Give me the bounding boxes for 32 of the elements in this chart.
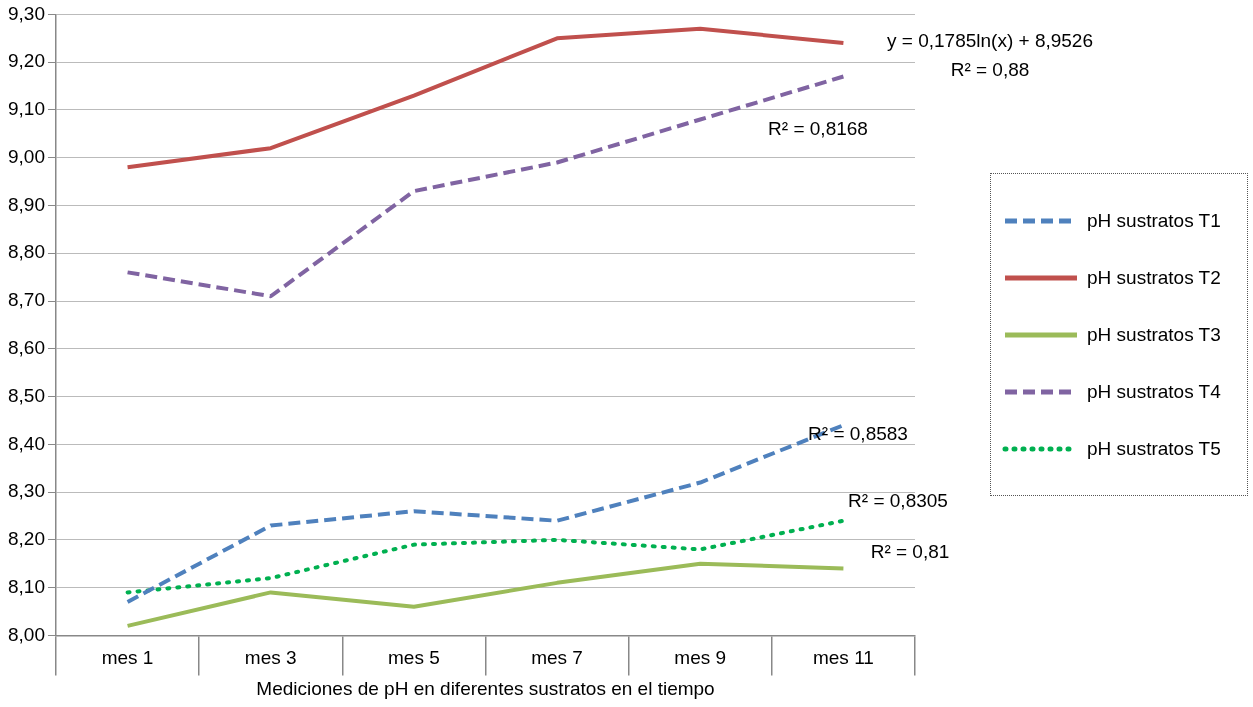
legend-label: pH sustratos T2 [1087, 266, 1221, 289]
y-tick-label: 9,30 [8, 2, 45, 24]
y-tick-label: 9,00 [8, 145, 45, 167]
y-tick-label: 8,50 [8, 384, 45, 406]
x-tick-label: mes 9 [674, 647, 727, 669]
y-tick-label: 8,30 [8, 480, 45, 502]
x-tick-label: mes 11 [812, 647, 874, 669]
y-tick-label: 8,60 [8, 337, 45, 359]
y-tick-label: 8,40 [8, 432, 45, 454]
x-tick-label: mes 5 [388, 647, 440, 669]
y-tick-label: 8,90 [8, 193, 45, 215]
y-tick-label: 8,10 [8, 575, 45, 597]
y-tick-label: 8,70 [8, 289, 45, 311]
y-tick-label: 9,20 [8, 50, 45, 72]
legend-label: pH sustratos T3 [1087, 323, 1221, 346]
annotation: R² = 0,8168 [768, 118, 868, 140]
annotation: R² = 0,81 [870, 541, 950, 563]
y-tick-label: 8,80 [8, 241, 45, 263]
y-tick-label: 8,20 [8, 528, 45, 550]
x-tick-label: mes 7 [531, 647, 583, 669]
x-axis-title: Mediciones de pH en diferentes sustratos en el tiempo [256, 677, 715, 699]
y-tick-label: 9,10 [8, 98, 45, 120]
annotation: y = 0,1785ln(x) + 8,9526 [887, 30, 1093, 52]
legend-label: pH sustratos T1 [1087, 209, 1221, 232]
x-tick-label: mes 3 [244, 647, 297, 669]
annotation: R² = 0,8305 [848, 490, 948, 512]
y-tick-label: 8,00 [8, 623, 45, 645]
x-tick-label: mes 1 [101, 647, 154, 669]
text: R² = 0,88 [950, 59, 1030, 81]
legend-label: pH sustratos T4 [1087, 380, 1221, 403]
line-series [125, 518, 846, 595]
legend-label: pH sustratos T5 [1087, 437, 1221, 460]
